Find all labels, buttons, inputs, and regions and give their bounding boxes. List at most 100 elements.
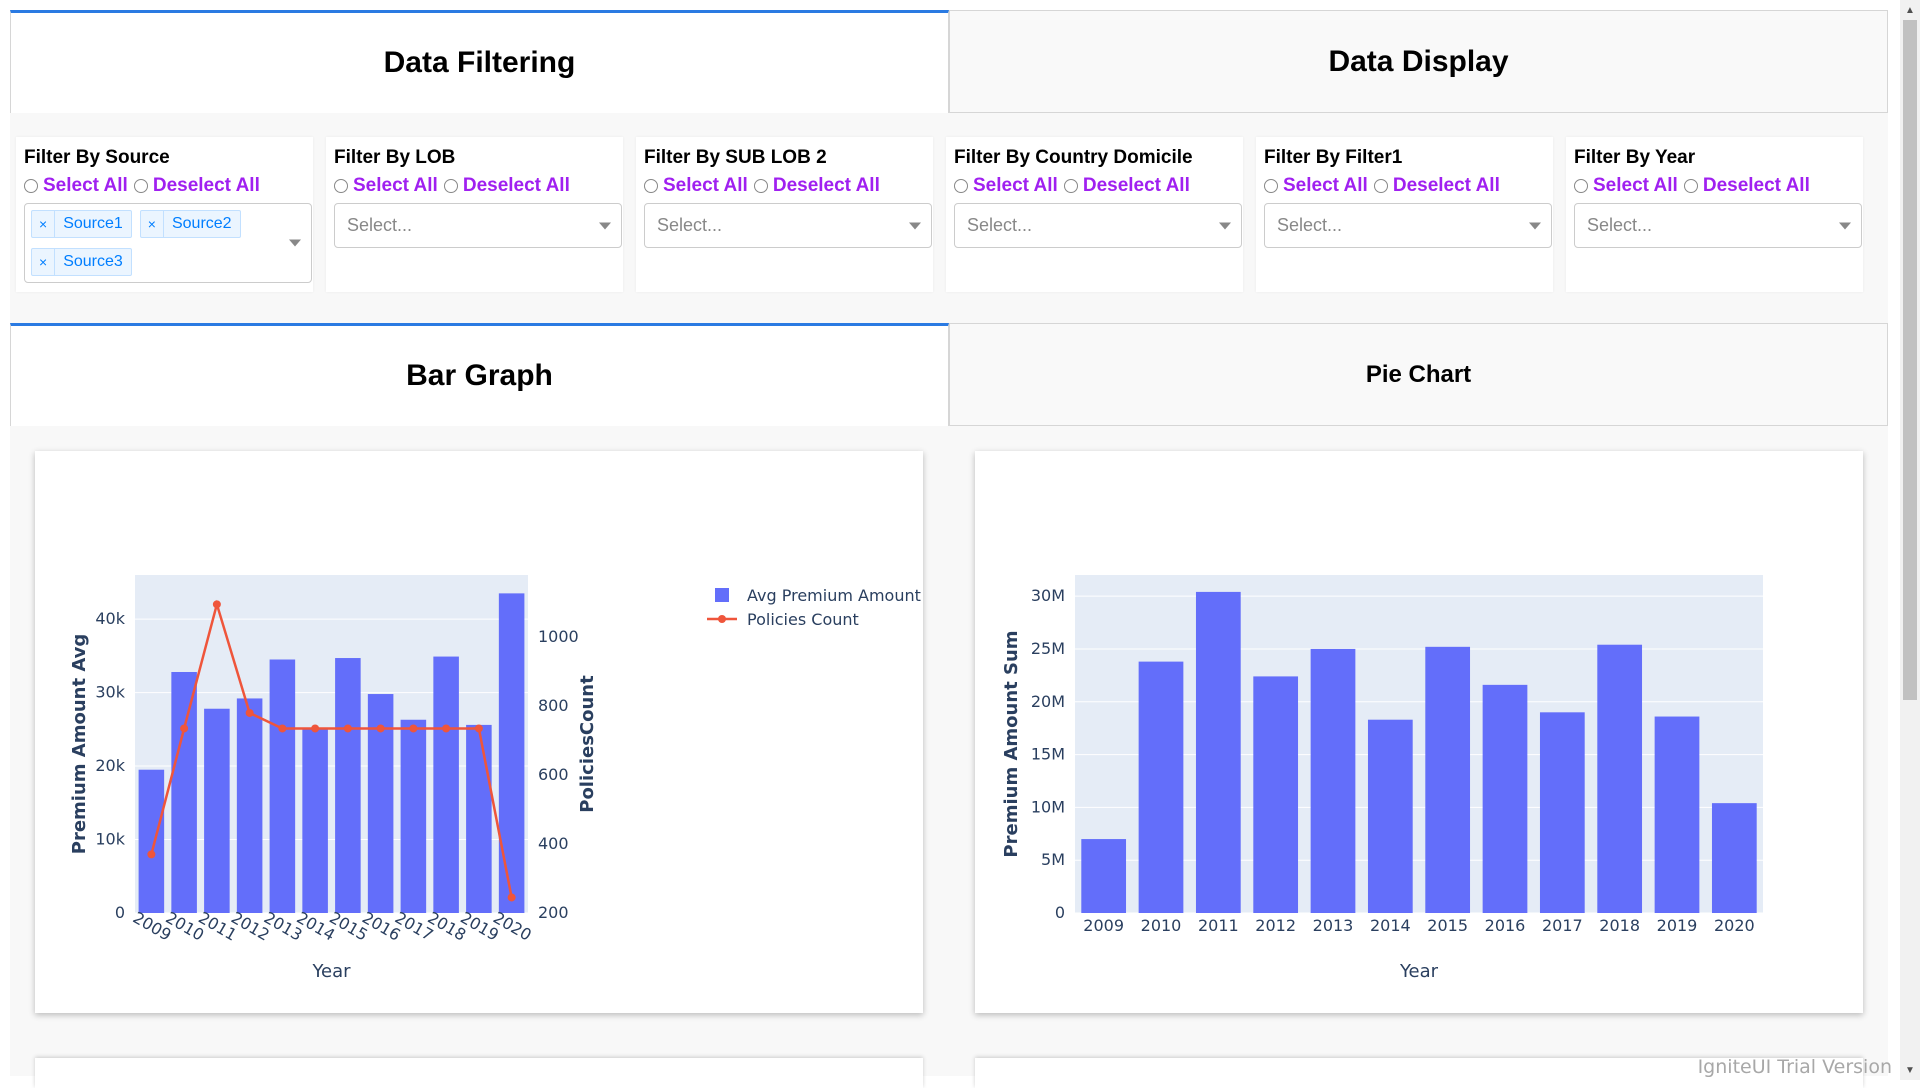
deselect-all-radio[interactable] <box>1683 179 1698 193</box>
select-all-radio[interactable] <box>334 179 348 193</box>
chevron-down-icon[interactable] <box>1839 222 1851 229</box>
filter-select[interactable]: Select... <box>1264 203 1552 248</box>
deselect-all-label[interactable]: Deselect All <box>1702 175 1810 196</box>
x-tick-label: 2009 <box>1083 916 1124 935</box>
select-placeholder: Select... <box>657 215 723 235</box>
charts-panel: 0 10k 20k 30k 40k 2009 2010 2011 2012 2013 2014 201… <box>10 426 1888 1088</box>
bar-2015 <box>1425 646 1471 913</box>
y-tick-label: 0 <box>1055 903 1065 922</box>
y-tick-label: 30k <box>95 683 125 702</box>
chevron-down-icon[interactable] <box>909 222 921 229</box>
filter-title: Filter By Source <box>24 147 170 168</box>
tab-bar-graph[interactable]: Bar Graph <box>10 323 949 426</box>
legend-label: Policies Count <box>747 610 859 629</box>
select-all-radio[interactable] <box>1264 179 1278 193</box>
deselect-all-radio[interactable] <box>133 179 148 193</box>
tab-data-filtering[interactable]: Data Filtering <box>10 10 949 113</box>
select-all-label[interactable]: Select All <box>1593 175 1678 196</box>
x-tick-label: 2011 <box>1198 916 1239 935</box>
filter-title: Filter By Filter1 <box>1264 147 1403 168</box>
y-tick-label: 15M <box>1031 745 1065 764</box>
bar-2017 <box>1539 712 1585 913</box>
legend-bar-swatch <box>715 588 729 602</box>
line-point-2011 <box>212 600 221 609</box>
chevron-down-icon[interactable] <box>1219 222 1231 229</box>
filter-card: Filter By LOB Select All Deselect All Selec… <box>326 137 623 292</box>
y-tick-label: 10M <box>1031 797 1065 816</box>
deselect-all-label[interactable]: Deselect All <box>1392 175 1500 196</box>
tab-pie-chart[interactable]: Pie Chart <box>949 323 1888 426</box>
select-placeholder: Select... <box>347 215 413 235</box>
scroll-thumb[interactable] <box>1903 20 1917 700</box>
select-all-label[interactable]: Select All <box>663 175 748 196</box>
y-tick-label: 5M <box>1041 850 1065 869</box>
bar-2009 <box>138 769 165 913</box>
y-tick-label: 25M <box>1031 639 1065 658</box>
chevron-down-icon[interactable] <box>599 222 611 229</box>
filter-select[interactable]: Select... <box>334 203 622 248</box>
y-axis-title: Premium Amount Sum <box>1001 630 1022 857</box>
filter-card: Filter By SUB LOB 2 Select All Deselect Al… <box>636 137 933 292</box>
chart-tabs: Bar Graph Pie Chart <box>10 323 1888 426</box>
filter-card: Filter By Source Select All Deselect All × S… <box>16 137 313 292</box>
legend-label: Avg Premium Amount <box>747 586 921 605</box>
bar-2013 <box>269 659 296 913</box>
scroll-down-icon[interactable]: ▼ <box>1905 1064 1915 1076</box>
select-all-radio[interactable] <box>24 179 38 193</box>
chip-label: Source1 <box>63 215 123 232</box>
x-tick-label: 2015 <box>1427 916 1468 935</box>
bar-2019 <box>466 724 492 913</box>
line-point-2013 <box>278 724 287 733</box>
remove-chip-icon[interactable]: × <box>141 211 164 237</box>
bar-2010 <box>1138 661 1184 913</box>
deselect-all-radio[interactable] <box>1063 179 1078 193</box>
select-all-radio[interactable] <box>954 179 968 193</box>
y-tick-label: 40k <box>95 609 125 628</box>
select-all-label[interactable]: Select All <box>973 175 1058 196</box>
filter-select[interactable]: × Source1 × Source2 × Source3 <box>24 203 312 283</box>
bar-2015 <box>335 658 361 913</box>
remove-chip-icon[interactable]: × <box>32 249 56 275</box>
y-tick-label: 20k <box>95 756 125 775</box>
page: Data Filtering Data Display Filter By So… <box>10 10 1888 1088</box>
x-tick-label: 2017 <box>1542 916 1583 935</box>
select-all-label[interactable]: Select All <box>353 175 438 196</box>
deselect-all-label[interactable]: Deselect All <box>1082 175 1190 196</box>
deselect-all-label[interactable]: Deselect All <box>772 175 880 196</box>
bar-graph-card: 0 10k 20k 30k 40k 2009 2010 2011 2012 2013 2014 201… <box>35 451 923 1013</box>
line-point-2010 <box>180 724 189 733</box>
tab-data-display[interactable]: Data Display <box>949 10 1888 113</box>
filter-select[interactable]: Select... <box>1574 203 1862 248</box>
sum-premium-chart: 0 5M 10M 15M 20M 25M 30M 2009 2010 2011 2012 2013 20… <box>1001 575 1763 982</box>
selected-chip: × Source1 <box>31 210 132 238</box>
filter-select[interactable]: Select... <box>954 203 1242 248</box>
x-axis-title: Year <box>311 961 351 982</box>
select-all-radio[interactable] <box>1574 179 1588 193</box>
filter-select[interactable]: Select... <box>644 203 932 248</box>
plot-area <box>135 575 528 913</box>
deselect-all-radio[interactable] <box>1373 179 1388 193</box>
avg-premium-chart: 010k20k30k40k200920102011201220132014201… <box>69 575 921 982</box>
sum-premium-card: 0 5M 10M 15M 20M 25M 30M 2009 2010 2011 2012 2013 20… <box>975 451 1863 1013</box>
y-axis-title: Premium Amount Avg <box>69 634 90 855</box>
select-all-label[interactable]: Select All <box>43 175 128 196</box>
select-toggle-row: Select All Deselect All <box>954 175 1235 197</box>
y-tick-label: 10k <box>95 830 125 849</box>
deselect-all-radio[interactable] <box>753 179 768 193</box>
line-point-2018 <box>442 724 451 733</box>
line-point-2015 <box>343 724 352 733</box>
deselect-all-radio[interactable] <box>443 179 458 193</box>
select-all-radio[interactable] <box>644 179 658 193</box>
page-scrollbar[interactable]: ▲ ▼ <box>1900 0 1920 1080</box>
chevron-down-icon[interactable] <box>1529 222 1541 229</box>
bar-2016 <box>1482 684 1528 913</box>
filter-title: Filter By Year <box>1574 147 1696 168</box>
chevron-down-icon[interactable] <box>289 239 301 247</box>
bar-2018 <box>433 656 459 913</box>
x-tick-label: 2019 <box>1657 916 1698 935</box>
deselect-all-label[interactable]: Deselect All <box>462 175 570 196</box>
remove-chip-icon[interactable]: × <box>32 211 56 237</box>
scroll-up-icon[interactable]: ▲ <box>1905 4 1915 16</box>
select-all-label[interactable]: Select All <box>1283 175 1368 196</box>
deselect-all-label[interactable]: Deselect All <box>152 175 260 196</box>
